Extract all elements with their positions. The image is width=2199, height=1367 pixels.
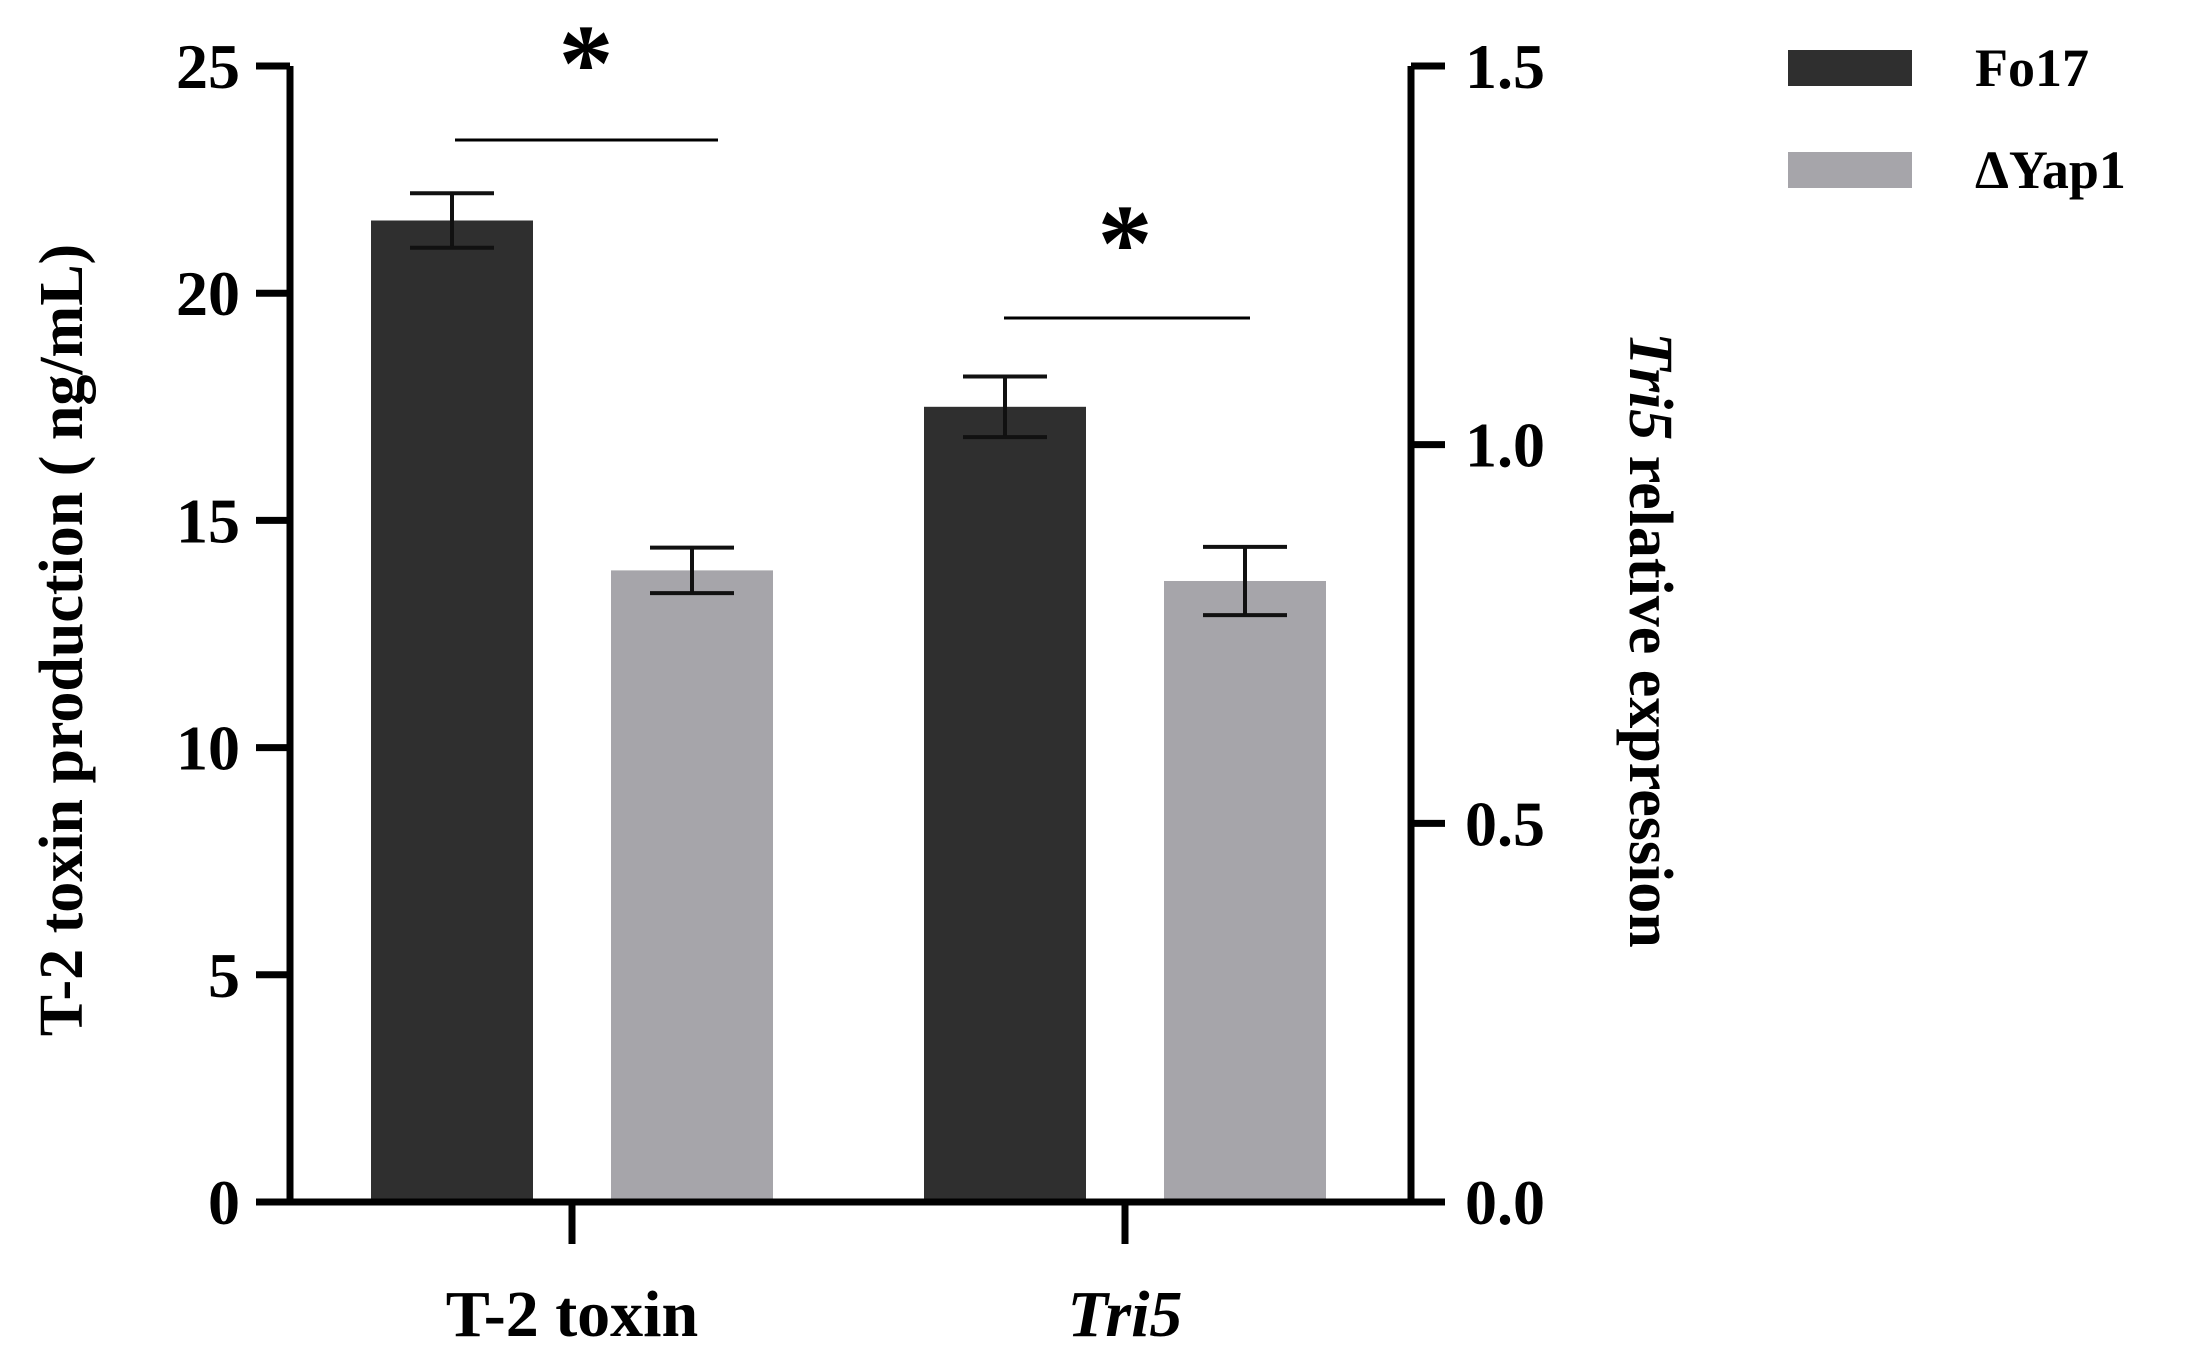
significance-star: * (559, 2, 614, 124)
significance-star: * (1098, 182, 1153, 304)
left-tick-label: 0 (208, 1167, 240, 1238)
bar-ΔYap1-Tri5 (1164, 580, 1326, 1202)
left-tick-label: 20 (176, 258, 240, 329)
legend-swatch-Fo17 (1788, 50, 1912, 86)
left-axis-title: T-2 toxin production ( ng/mL) (28, 244, 96, 1036)
right-tick-label: 0.0 (1465, 1167, 1545, 1238)
bar-Fo17-T-2 toxin (371, 220, 533, 1203)
right-tick-label: 1.5 (1465, 31, 1545, 102)
bar-ΔYap1-T-2 toxin (611, 570, 773, 1202)
x-tick-label: T-2 toxin (446, 1278, 698, 1351)
right-axis-title: Tri5 relative expression (1616, 332, 1684, 947)
left-tick-label: 5 (208, 940, 240, 1011)
right-axis-title-rest: relative expression (1616, 440, 1684, 947)
x-tick-label: Tri5 (1068, 1278, 1183, 1351)
left-tick-label: 10 (176, 713, 240, 784)
left-tick-label: 15 (176, 485, 240, 556)
legend-swatch-ΔYap1 (1788, 152, 1912, 188)
bar-Fo17-Tri5 (924, 406, 1086, 1202)
right-tick-label: 0.5 (1465, 788, 1545, 859)
right-tick-label: 1.0 (1465, 410, 1545, 481)
legend-label: Fo17 (1975, 38, 2089, 98)
left-tick-label: 25 (176, 31, 240, 102)
legend-label: ΔYap1 (1975, 140, 2126, 200)
right-axis-title-italic: Tri5 (1616, 332, 1684, 440)
